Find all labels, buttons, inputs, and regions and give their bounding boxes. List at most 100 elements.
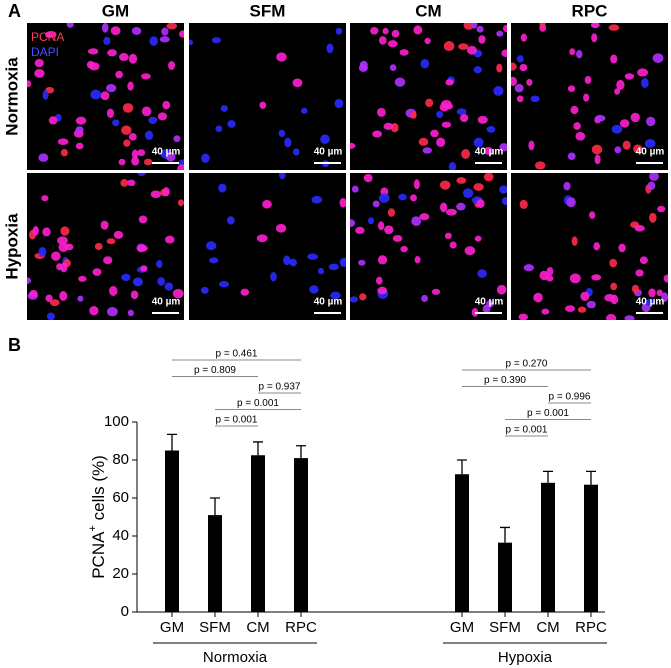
cell bbox=[218, 183, 227, 193]
cell bbox=[516, 55, 524, 63]
scale-bar-label: 40 µm bbox=[152, 147, 181, 158]
cell bbox=[443, 41, 455, 52]
p-value: p = 0.001 bbox=[506, 425, 548, 436]
cells bbox=[518, 173, 668, 320]
cell bbox=[128, 53, 138, 64]
cell bbox=[363, 173, 373, 183]
cell bbox=[164, 282, 174, 291]
cell bbox=[112, 119, 120, 127]
cell bbox=[439, 180, 451, 190]
cell bbox=[483, 146, 494, 155]
cell bbox=[648, 288, 656, 298]
cell bbox=[161, 27, 169, 36]
cell bbox=[387, 40, 398, 48]
cell bbox=[144, 130, 154, 141]
cell bbox=[122, 103, 134, 113]
column-header: SFM bbox=[250, 1, 286, 20]
x-tick-label: CM bbox=[246, 619, 269, 636]
cell bbox=[501, 196, 507, 206]
cell bbox=[189, 39, 194, 46]
cell bbox=[656, 289, 663, 297]
cell bbox=[101, 23, 109, 33]
cell bbox=[256, 234, 268, 243]
cell bbox=[326, 43, 334, 54]
cells bbox=[189, 27, 344, 168]
row-header: Hypoxia bbox=[2, 213, 21, 280]
cell bbox=[411, 216, 422, 227]
p-value: p = 0.001 bbox=[237, 398, 279, 409]
cell bbox=[476, 25, 484, 33]
cell bbox=[624, 73, 635, 80]
cell bbox=[499, 185, 507, 194]
cell bbox=[586, 300, 596, 309]
cell bbox=[339, 197, 346, 208]
cell bbox=[496, 30, 504, 37]
y-label-sup: + bbox=[87, 525, 99, 531]
cell bbox=[156, 260, 163, 269]
cell bbox=[573, 122, 581, 130]
cells bbox=[350, 23, 507, 170]
cell bbox=[334, 98, 344, 109]
bar bbox=[165, 450, 179, 612]
cell bbox=[569, 48, 576, 56]
cell bbox=[633, 144, 643, 154]
panel-label: B bbox=[8, 335, 21, 355]
cell bbox=[51, 251, 61, 261]
cell bbox=[439, 202, 448, 213]
cell bbox=[205, 241, 217, 251]
cell bbox=[580, 291, 590, 301]
cell bbox=[106, 238, 116, 245]
cell bbox=[496, 63, 503, 73]
cell bbox=[278, 129, 286, 138]
cell bbox=[511, 62, 517, 71]
cell bbox=[58, 242, 69, 252]
cell bbox=[424, 37, 431, 45]
cell bbox=[511, 76, 517, 86]
cell bbox=[90, 89, 102, 100]
cell bbox=[640, 78, 649, 88]
cell bbox=[358, 259, 366, 266]
error-bar bbox=[543, 470, 553, 483]
y-axis-label: PCNA+ cells (%) bbox=[87, 455, 109, 579]
cell bbox=[476, 199, 485, 208]
cell bbox=[608, 24, 620, 31]
cell bbox=[118, 53, 129, 61]
cell bbox=[420, 58, 430, 69]
error-bar bbox=[586, 470, 596, 485]
cell bbox=[410, 111, 417, 119]
cell bbox=[215, 125, 223, 133]
cell bbox=[78, 275, 87, 282]
cell bbox=[48, 116, 58, 125]
cell bbox=[431, 288, 441, 295]
bar bbox=[541, 482, 555, 612]
cell bbox=[616, 79, 625, 90]
cells bbox=[200, 173, 346, 300]
cell bbox=[178, 30, 184, 38]
cell bbox=[649, 212, 657, 223]
cell bbox=[444, 103, 454, 110]
cell bbox=[657, 205, 666, 213]
cell bbox=[100, 91, 110, 101]
cell bbox=[128, 132, 137, 141]
cell bbox=[392, 235, 403, 242]
cell bbox=[377, 221, 385, 231]
cell bbox=[583, 93, 590, 102]
cell bbox=[477, 115, 488, 124]
cell bbox=[661, 292, 668, 303]
cell bbox=[127, 309, 134, 317]
cell bbox=[482, 304, 491, 314]
cell bbox=[425, 98, 434, 108]
cell bbox=[462, 188, 474, 199]
x-tick-label: SFM bbox=[199, 619, 231, 636]
cell bbox=[610, 282, 618, 291]
cell bbox=[57, 138, 69, 146]
cell bbox=[378, 36, 387, 45]
cell bbox=[157, 277, 166, 286]
cell bbox=[418, 137, 429, 146]
x-tick-label: RPC bbox=[285, 619, 317, 636]
cell bbox=[131, 156, 140, 166]
cell bbox=[456, 108, 467, 116]
cell bbox=[150, 190, 162, 199]
cell bbox=[514, 83, 524, 93]
